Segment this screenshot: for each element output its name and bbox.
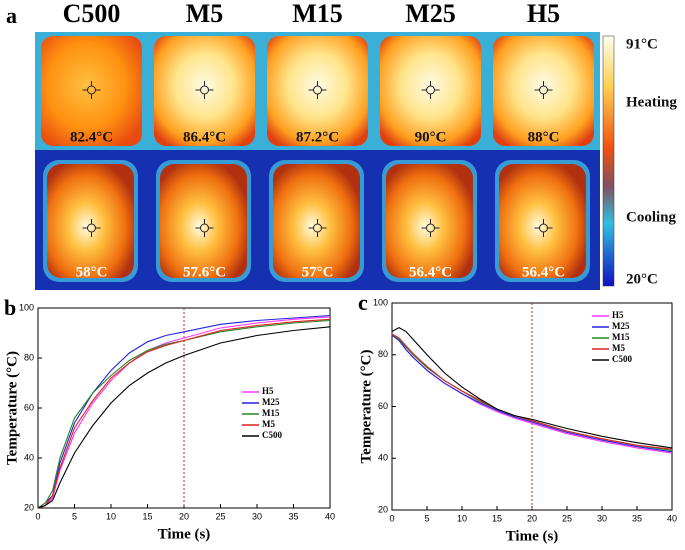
- cool-sample: [47, 164, 134, 278]
- x-tick-label: 40: [667, 513, 677, 523]
- crosshair: [534, 219, 553, 237]
- x-tick-label: 15: [492, 513, 502, 523]
- y-tick-label: 40: [24, 452, 34, 462]
- sample-name: M25: [405, 0, 456, 28]
- crosshair: [195, 81, 214, 99]
- x-tick-label: 25: [215, 511, 225, 521]
- hot-sample: [154, 36, 255, 146]
- x-tick-label: 20: [179, 511, 189, 521]
- sample-name: M15: [292, 0, 343, 28]
- cool-sample: [160, 164, 247, 278]
- x-tick-label: 30: [252, 511, 262, 521]
- x-tick-label: 40: [325, 511, 335, 521]
- x-axis-label: Time (s): [158, 526, 211, 542]
- x-tick-label: 10: [106, 511, 116, 521]
- cooling-temp: 56.4°C: [409, 264, 452, 280]
- cooling-temp: 57.6°C: [183, 264, 226, 280]
- series-line: [37, 318, 331, 509]
- y-tick-label: 40: [378, 453, 388, 463]
- hot-sample: [41, 36, 142, 146]
- crosshair: [534, 81, 553, 99]
- y-tick-label: 80: [24, 352, 34, 362]
- y-tick-label: 100: [373, 297, 388, 307]
- hot-sample: [267, 36, 368, 146]
- panel-label: a: [6, 3, 17, 28]
- x-axis-label: Time (s): [506, 528, 559, 544]
- colorbar-label: Heating: [626, 94, 677, 110]
- plot-frame: [391, 302, 673, 511]
- sample-name: M5: [186, 0, 224, 28]
- cool-sample: [273, 164, 360, 278]
- series-line: [391, 326, 673, 449]
- legend-label: M25: [262, 397, 280, 407]
- heating-temp: 82.4°C: [70, 129, 113, 145]
- cooling-temp: 58°C: [76, 264, 108, 280]
- legend-label: M5: [612, 343, 625, 353]
- x-tick-label: 5: [72, 511, 77, 521]
- crosshair: [195, 219, 214, 237]
- crosshair: [421, 219, 440, 237]
- colorbar-label: Cooling: [626, 209, 677, 225]
- crosshair: [308, 219, 327, 237]
- x-tick-label: 25: [562, 513, 572, 523]
- hot-sample: [380, 36, 481, 146]
- y-tick-label: 100: [19, 302, 34, 312]
- crosshair: [82, 219, 101, 237]
- legend-label: M5: [262, 419, 275, 429]
- x-tick-label: 20: [527, 513, 537, 523]
- heating-temp: 87.2°C: [296, 129, 339, 145]
- colorbar-label: 20°C: [626, 271, 658, 287]
- y-axis-label: Temperature (°C): [4, 351, 20, 465]
- y-axis-label: Temperature (°C): [358, 350, 374, 464]
- sample-name: H5: [527, 0, 560, 28]
- x-tick-label: 35: [288, 511, 298, 521]
- y-tick-label: 80: [378, 349, 388, 359]
- x-tick-label: 35: [632, 513, 642, 523]
- cooling-temp: 56.4°C: [522, 264, 565, 280]
- crosshair: [308, 81, 327, 99]
- x-tick-label: 10: [457, 513, 467, 523]
- heating-temp: 86.4°C: [183, 129, 226, 145]
- panel-label: c: [358, 290, 368, 315]
- y-tick-label: 20: [24, 502, 34, 512]
- legend-label: M25: [612, 321, 630, 331]
- sample-name: C500: [63, 0, 121, 28]
- cool-sample: [499, 164, 586, 278]
- legend-label: M15: [612, 332, 630, 342]
- legend-label: H5: [612, 310, 624, 320]
- series-line: [391, 334, 673, 453]
- x-tick-label: 30: [597, 513, 607, 523]
- colorbar-label: 91°C: [626, 36, 658, 52]
- crosshair: [421, 81, 440, 99]
- x-tick-label: 15: [142, 511, 152, 521]
- y-tick-label: 60: [24, 402, 34, 412]
- crosshair: [82, 81, 101, 99]
- legend-label: H5: [262, 386, 274, 396]
- series-line: [391, 333, 673, 450]
- x-tick-label: 5: [424, 513, 429, 523]
- x-tick-label: 0: [35, 511, 40, 521]
- legend-label: C500: [262, 430, 282, 440]
- series-line: [37, 326, 331, 509]
- heating-temp: 90°C: [415, 129, 447, 145]
- cool-sample: [386, 164, 473, 278]
- legend-label: M15: [262, 408, 280, 418]
- series-line: [37, 319, 331, 509]
- heating-temp: 88°C: [528, 129, 560, 145]
- cooling-temp: 57°C: [302, 264, 334, 280]
- y-tick-label: 60: [378, 401, 388, 411]
- y-tick-label: 20: [378, 504, 388, 514]
- hot-sample: [493, 36, 594, 146]
- colorbar: [602, 35, 615, 287]
- panel-label: b: [4, 295, 16, 320]
- legend-label: C500: [612, 354, 632, 364]
- x-tick-label: 0: [389, 513, 394, 523]
